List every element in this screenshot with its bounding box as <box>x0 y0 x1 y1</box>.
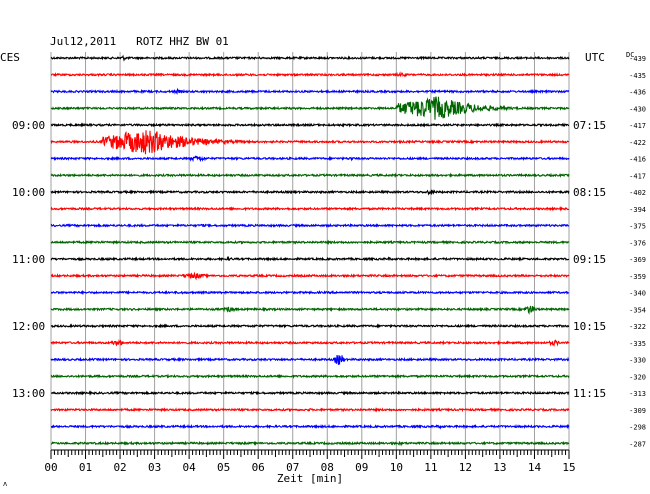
seismic-trace <box>50 71 570 78</box>
seismic-trace <box>51 289 570 296</box>
x-tick-label: 14 <box>528 461 542 474</box>
seismic-trace <box>50 440 570 447</box>
dc-offset-label: -394 <box>629 206 646 214</box>
seismic-trace <box>50 189 570 196</box>
dc-offset-label: -439 <box>629 55 646 63</box>
x-tick-label: 05 <box>217 461 230 474</box>
dc-offset-label: -330 <box>629 357 646 365</box>
dc-offset-label: -417 <box>629 172 646 180</box>
dc-offset-label: -287 <box>629 440 646 448</box>
dc-offset-label: -322 <box>629 323 646 331</box>
x-tick-label: 09 <box>355 461 368 474</box>
dc-offset-label: -422 <box>629 139 646 147</box>
dc-offset-label: -417 <box>629 122 646 130</box>
dc-offset-label: -376 <box>629 239 646 247</box>
seismic-trace <box>50 87 570 95</box>
x-tick-label: 01 <box>79 461 92 474</box>
dc-offset-label: -416 <box>629 156 646 164</box>
seismic-trace <box>50 305 570 315</box>
seismic-trace <box>50 96 570 120</box>
hour-label-ces: 09:00 <box>12 119 45 132</box>
x-axis-label: Zeit [min] <box>277 472 343 485</box>
dc-offset-label: -375 <box>629 223 646 231</box>
x-tick-label: 13 <box>493 461 506 474</box>
hour-label-utc: 11:15 <box>573 387 606 400</box>
seismic-trace <box>50 255 570 262</box>
dc-offset-label: -340 <box>629 290 646 298</box>
seismic-trace <box>50 390 570 396</box>
x-tick-label: 12 <box>459 461 472 474</box>
dc-offset-label: -435 <box>629 72 646 80</box>
seismic-trace <box>50 172 570 178</box>
seismic-trace <box>50 423 570 430</box>
seismic-trace <box>50 323 570 329</box>
x-tick-label: 07 <box>286 461 299 474</box>
dc-offset-label: -436 <box>629 89 646 97</box>
dc-offset-label: -298 <box>629 424 646 432</box>
x-tick-label: 15 <box>562 461 575 474</box>
hour-label-utc: 07:15 <box>573 119 606 132</box>
seismic-trace <box>50 271 570 281</box>
x-tick-label: 00 <box>44 461 57 474</box>
x-tick-label: 03 <box>148 461 161 474</box>
dc-offset-label: -369 <box>629 256 646 264</box>
seismic-trace <box>50 155 570 163</box>
dc-offset-label: -320 <box>629 373 646 381</box>
seismic-trace <box>50 339 570 347</box>
seismic-trace <box>50 122 570 128</box>
dc-offset-label: -402 <box>629 189 646 197</box>
corner-mark: ʌ <box>3 480 7 488</box>
right-timezone-label: UTC <box>585 51 605 64</box>
seismic-trace <box>50 54 570 62</box>
x-tick-label: 11 <box>424 461 437 474</box>
seismic-trace <box>50 239 570 246</box>
x-tick-label: 10 <box>390 461 403 474</box>
dc-offset-label: -430 <box>629 105 646 113</box>
chart-title: Jul12,2011 ROTZ HHZ BW 01 <box>50 35 229 48</box>
dc-offset-label: -309 <box>629 407 646 415</box>
seismic-trace <box>50 406 570 413</box>
hour-label-utc: 09:15 <box>573 253 606 266</box>
x-tick-label: 02 <box>113 461 126 474</box>
dc-offset-label: -359 <box>629 273 646 281</box>
hour-label-utc: 08:15 <box>573 186 606 199</box>
dc-offset-label: -335 <box>629 340 646 348</box>
left-timezone-label: CES <box>0 51 20 64</box>
dc-offset-label: -354 <box>629 306 646 314</box>
dc-label: DC <box>626 51 634 59</box>
x-tick-label: 04 <box>183 461 197 474</box>
seismic-trace <box>50 130 570 155</box>
seismic-trace <box>50 373 570 379</box>
hour-label-ces: 10:00 <box>12 186 45 199</box>
hour-label-ces: 11:00 <box>12 253 45 266</box>
x-tick-label: 08 <box>321 461 334 474</box>
x-tick-label: 06 <box>252 461 265 474</box>
hour-label-utc: 10:15 <box>573 320 606 333</box>
hour-label-ces: 12:00 <box>12 320 45 333</box>
seismic-trace <box>50 222 570 229</box>
dc-offset-label: -313 <box>629 390 646 398</box>
seismic-trace <box>50 205 570 212</box>
seismic-trace <box>50 354 570 365</box>
hour-label-ces: 13:00 <box>12 387 45 400</box>
